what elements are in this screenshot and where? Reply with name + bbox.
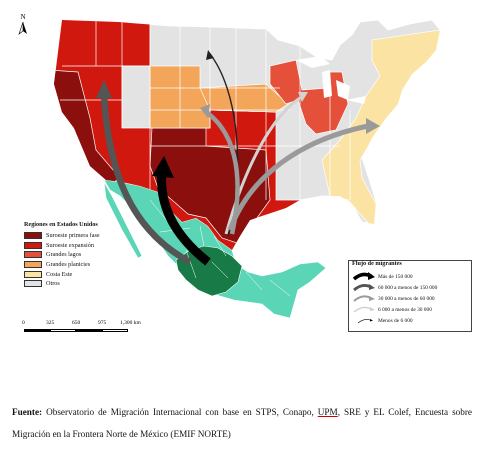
arrow-dark-gray-icon xyxy=(353,284,375,292)
legend-label: Grandes lagos xyxy=(46,251,82,259)
scale-segment xyxy=(24,329,50,332)
flows-legend-title: Flujo de migrantes xyxy=(352,260,402,267)
flow-arrow-dark-west xyxy=(100,93,192,265)
legend-row: Grandes planicies xyxy=(24,260,144,270)
flow-arrowhead-light xyxy=(298,92,308,102)
baja-california xyxy=(103,181,143,259)
flow-arrowhead-gray-plains xyxy=(200,104,210,118)
legend-row: 6 000 a menos de 30 000 xyxy=(353,305,471,314)
scale-tick-label: 0 xyxy=(22,320,25,326)
scale-tick-label: 1,300 km xyxy=(120,320,141,326)
scale-tick-label: 325 xyxy=(46,320,55,326)
legend-label: 6 000 a menos de 30 000 xyxy=(378,306,432,313)
migration-map: N xyxy=(18,13,441,319)
arrow-thin-icon xyxy=(357,319,373,324)
flow-arrowhead-black xyxy=(152,156,174,178)
flow-arrow-light-lakes xyxy=(224,96,301,235)
scale-segment xyxy=(102,329,128,332)
legend-row: Otros xyxy=(24,279,144,289)
scale-segment xyxy=(76,329,102,332)
regions-legend-title: Regiones en Estados Unidos xyxy=(24,221,98,228)
legend-row: 60 000 a menos de 150 000 xyxy=(353,283,471,292)
legend-label: Más de 150 000 xyxy=(378,273,413,280)
source-underlined: UPM xyxy=(317,407,338,417)
flow-arrowhead-gray-east xyxy=(366,118,380,134)
north-arrow-icon xyxy=(18,21,27,35)
legend-label: Suroeste expansión xyxy=(46,241,94,249)
north-label: N xyxy=(20,13,25,21)
scale-tick-label: 975 xyxy=(98,320,107,326)
flows-legend: Flujo de migrantes Más de 150 000 60 000… xyxy=(348,260,472,332)
legend-label: Suroeste primera fase xyxy=(46,232,100,240)
legend-label: Grandes planicies xyxy=(46,261,91,269)
legend-label: 30 000 a menos de 60 000 xyxy=(378,295,435,302)
flow-arrow-gray-plains xyxy=(204,110,240,235)
legend-row: Suroeste expansión xyxy=(24,241,144,251)
arrow-light-gray-icon xyxy=(353,306,375,313)
arrow-gray-icon xyxy=(353,295,375,302)
legend-swatch xyxy=(24,261,42,269)
scale-bar: 0 325 650 975 1,300 km xyxy=(20,320,150,340)
legend-swatch xyxy=(24,270,42,278)
legend-label: 60 000 a menos de 150 000 xyxy=(378,284,438,291)
state-lines xyxy=(60,20,381,200)
flow-arrow-black-southwest xyxy=(157,169,211,266)
legend-label: Otros xyxy=(46,280,60,288)
legend-swatch xyxy=(24,251,42,259)
great-lakes xyxy=(296,56,366,104)
legend-label: Menos de 6 000 xyxy=(378,317,413,324)
legend-swatch xyxy=(24,241,42,249)
scale-segment xyxy=(50,329,76,332)
flow-arrow-gray-east xyxy=(227,123,369,231)
legend-row: Costa Este xyxy=(24,269,144,279)
source-text: Observatorio de Migración Internacional … xyxy=(46,407,314,417)
legend-row: Suroeste primera fase xyxy=(24,231,144,241)
legend-swatch xyxy=(24,232,42,240)
legend-row: Más de 150 000 xyxy=(353,272,471,281)
source-caption: Fuente: Observatorio de Migración Intern… xyxy=(12,401,472,445)
flow-arrowhead-thin xyxy=(206,50,214,60)
arrow-black-icon xyxy=(353,272,375,281)
region-grandes-lagos xyxy=(269,59,349,135)
legend-row: Grandes lagos xyxy=(24,250,144,260)
flow-arrowhead-dark xyxy=(96,80,112,98)
scale-tick-label: 650 xyxy=(72,320,81,326)
legend-swatch xyxy=(24,280,42,288)
legend-row: Menos de 6 000 xyxy=(353,316,471,325)
regions-legend: Regiones en Estados Unidos Suroeste prim… xyxy=(24,221,144,289)
legend-label: Costa Este xyxy=(46,270,73,278)
source-text-after: , SRE y EL Colef, Encuesta sobre Migraci… xyxy=(12,407,473,439)
flow-arrows xyxy=(96,50,380,266)
legend-row: 30 000 a menos de 60 000 xyxy=(353,294,471,303)
source-label: Fuente: xyxy=(12,407,43,417)
